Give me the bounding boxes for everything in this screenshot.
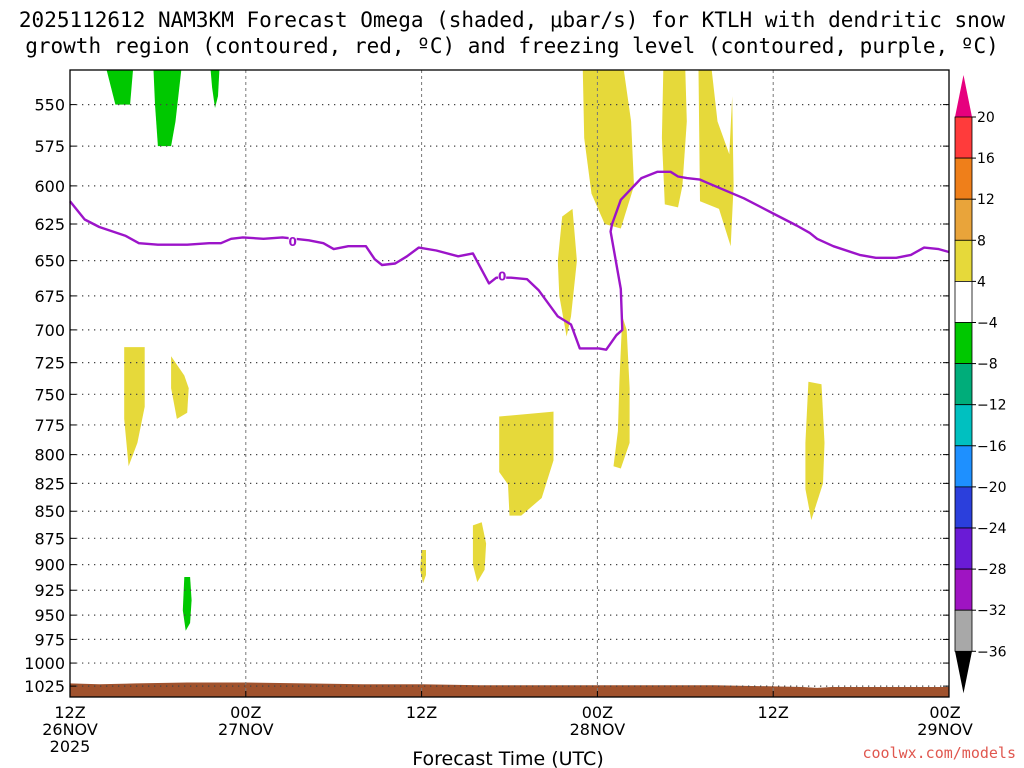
surface-terrain: [70, 682, 949, 697]
colorbar-label: 4: [977, 274, 986, 290]
y-tick-label: 575: [34, 137, 65, 156]
contour-label-bg: [288, 234, 297, 247]
colorbar-swatch-1: [954, 157, 973, 200]
y-tick-label: 625: [34, 215, 65, 234]
y-tick-label: 900: [34, 556, 65, 575]
y-tick-label: 775: [34, 416, 65, 435]
x-tick-label: 00Z: [929, 703, 960, 722]
y-tick-label: 925: [34, 581, 65, 600]
omega-region-8: [499, 411, 554, 516]
colorbar-label: −20: [977, 480, 1007, 496]
colorbar-swatch-10: [954, 527, 973, 570]
colorbar-swatch-6: [954, 363, 973, 406]
chart-title-line-2: growth region (contoured, red, ºC) and f…: [25, 34, 999, 58]
omega-region-14: [805, 381, 825, 520]
y-tick-label: 825: [34, 474, 65, 493]
y-tick-label: 700: [34, 321, 65, 340]
x-tick-label: 12Z: [54, 703, 85, 722]
colorbar-label: 12: [977, 192, 995, 208]
colorbar-bottom-arrow: [955, 651, 972, 694]
colorbar-swatch-12: [954, 609, 973, 652]
colorbar-swatch-2: [954, 198, 973, 241]
colorbar-swatch-3: [954, 239, 973, 282]
omega-region-4: [124, 347, 145, 467]
freezing-level-line: [69, 170, 950, 351]
colorbar-label: −4: [977, 316, 998, 332]
contour-label: 0: [498, 269, 506, 283]
omega-region-11: [613, 316, 630, 469]
colorbar-top-arrow: [955, 75, 972, 117]
colorbar-label: −24: [977, 521, 1007, 537]
x-tick-label: 12Z: [406, 703, 437, 722]
x-tick-label: 2025: [50, 737, 91, 756]
freezing-level-contour: 00: [69, 170, 950, 351]
plot-frame: [69, 69, 950, 698]
colorbar-label: −32: [977, 603, 1007, 619]
colorbar-label: −36: [977, 644, 1007, 660]
plot-area: 00: [69, 69, 950, 698]
x-tick-label: 27NOV: [218, 720, 274, 739]
x-axis-label: Forecast Time (UTC): [412, 748, 603, 768]
contour-label-bg: [498, 269, 507, 282]
chart-title-line-1: 2025112612 NAM3KM Forecast Omega (shaded…: [19, 8, 1006, 32]
x-tick-label: 12Z: [758, 703, 789, 722]
colorbar-label: −12: [977, 398, 1007, 414]
terrain-fill: [70, 682, 949, 697]
y-tick-label: 875: [34, 529, 65, 548]
y-tick-label: 950: [34, 606, 65, 625]
plot-background: [70, 70, 949, 697]
x-tick-label: 26NOV: [42, 720, 98, 739]
contour-label: 0: [289, 235, 297, 249]
omega-region-7: [472, 522, 487, 583]
y-tick-label: 1025: [24, 677, 65, 696]
omega-region-9: [557, 208, 577, 337]
colorbar-label: −16: [977, 439, 1007, 455]
y-tick-label: 725: [34, 354, 65, 373]
omega-region-10: [582, 70, 634, 229]
colorbar-label: −28: [977, 562, 1007, 578]
pressure-axis: 550 575 600 625 650 675 700 725 750 775 800 825 850 8…: [24, 96, 949, 696]
omega-region-0: [106, 70, 133, 105]
colorbar-swatch-8: [954, 445, 973, 488]
omega-region-2: [210, 70, 220, 108]
y-tick-label: 750: [34, 385, 65, 404]
y-tick-label: 600: [34, 177, 65, 196]
omega-region-1: [153, 70, 182, 147]
colorbar-label: 8: [977, 233, 986, 249]
x-tick-label: 28NOV: [570, 720, 626, 739]
x-tick-label: 29NOV: [917, 720, 973, 739]
y-tick-label: 1000: [24, 654, 65, 673]
colorbar-label: 20: [977, 110, 995, 126]
colorbar-swatch-9: [954, 486, 973, 529]
omega-region-13: [698, 70, 734, 247]
colorbar-swatch-5: [954, 322, 973, 364]
y-tick-label: 675: [34, 287, 65, 306]
x-tick-label: 00Z: [230, 703, 261, 722]
omega-shading: [106, 70, 825, 631]
colorbar-label: −8: [977, 357, 998, 373]
colorbar-swatch-7: [954, 404, 973, 447]
colorbar-swatch-0: [954, 116, 973, 159]
x-tick-label: 00Z: [582, 703, 613, 722]
y-tick-label: 975: [34, 630, 65, 649]
colorbar-swatch-4: [954, 280, 973, 323]
source-credit: coolwx.com/models: [862, 744, 1016, 762]
colorbar-swatch-11: [954, 568, 973, 611]
gridlines: [70, 70, 949, 697]
y-tick-label: 650: [34, 252, 65, 271]
y-tick-label: 800: [34, 446, 65, 465]
y-tick-label: 550: [34, 96, 65, 115]
colorbar-label: 16: [977, 151, 995, 167]
omega-region-12: [661, 70, 687, 208]
colorbar: 20 16 12 8 4 −4 −8 −12 −16 −20 −24 −28 −32 −36: [954, 75, 1007, 694]
y-tick-label: 850: [34, 502, 65, 521]
omega-region-5: [171, 356, 189, 419]
